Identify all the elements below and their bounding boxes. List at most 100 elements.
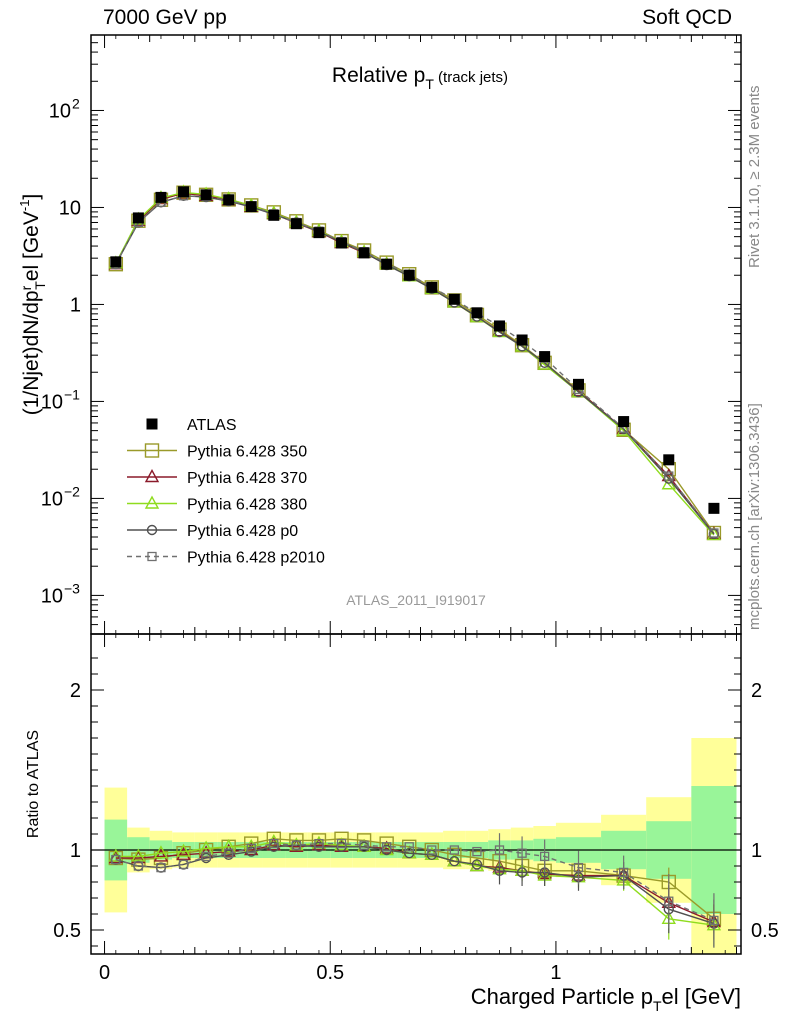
x-tick-label: 0 [99,962,110,984]
data-point [269,838,279,849]
uncertainty-bands [104,738,737,954]
y-tick-label-right: 1 [751,840,762,862]
data-point [314,838,324,849]
data-point [618,416,630,428]
data-point [382,842,392,852]
data-point [144,443,160,458]
data-point [471,859,483,870]
main-y-axis-title: (1/Njet)dN/dprTel [GeV-1] [17,194,48,416]
data-point [573,378,584,390]
data-point [472,846,482,857]
data-point [449,845,460,855]
data-point [201,851,211,862]
data-point [336,237,348,249]
x-axis-title: Charged Particle pTel [GeV] [471,984,741,1014]
data-point [427,845,437,855]
data-point [663,454,675,466]
data-point [706,526,722,541]
ratio-line [115,842,715,922]
legend: ATLAS Pythia 6.428 350 Pythia 6.428 370 Pyt… [127,417,325,567]
collision-energy-label: 7000 GeV pp [103,6,227,29]
data-point [403,269,415,281]
data-point [146,524,158,536]
data-point [290,218,302,230]
legend-item: Pythia 6.428 370 [127,469,307,487]
analysis-watermark: ATLAS_2011_I919017 [346,592,486,608]
data-point [291,840,302,850]
ratio-line [115,838,715,920]
data-point [381,258,393,270]
y-tick-exponent: −1 [64,386,80,402]
data-point [111,854,121,865]
y-tick-label: 10 [49,100,71,122]
legend-label: Pythia 6.428 p2010 [187,550,325,567]
data-point [133,861,144,871]
data-point [426,849,437,860]
data-point [221,838,236,852]
data-point [517,848,527,858]
legend-label: Pythia 6.428 350 [187,444,307,461]
data-point [245,201,257,213]
data-point [147,551,157,562]
legend-label: Pythia 6.428 p0 [187,523,298,540]
ratio-frame [90,633,742,955]
data-point [178,186,190,198]
data-point [132,212,144,224]
ratio-y-ticks: 0.5 0.5 1 1 2 2 [53,657,779,947]
y-tick-label: 1 [70,840,81,862]
data-point [144,495,160,509]
ratio-series-pythia-6-428-p2010 [111,833,719,948]
data-point [156,862,166,873]
legend-item: Pythia 6.428 380 [127,495,307,514]
data-point [664,471,674,481]
legend-item: Pythia 6.428 p0 [127,523,298,540]
y-tick-label: 10 [41,391,63,413]
data-point [618,867,629,878]
data-point [200,189,212,201]
data-point [268,209,280,221]
y-tick-exponent: 2 [72,95,80,111]
y-tick-label: 10 [41,585,63,607]
data-point [709,528,719,538]
data-point [153,845,169,859]
main-frame [90,34,742,635]
y-tick-label-right: 0.5 [751,920,779,942]
data-point [358,247,370,259]
data-point [359,840,369,850]
data-point [224,848,234,858]
data-point [223,194,235,206]
data-point [379,840,394,854]
data-point [449,856,460,867]
data-point [616,422,631,436]
legend-label: Pythia 6.428 380 [187,497,307,514]
data-point [146,418,158,430]
y-tick-exponent: −3 [64,580,80,596]
data-point [494,320,506,332]
data-point [176,843,191,857]
data-point [448,293,460,305]
data-point [539,851,550,862]
data-point [404,848,415,859]
data-point [516,334,528,346]
main-x-ticks [104,35,737,634]
data-point [573,862,584,873]
data-point [708,502,720,514]
data-point [110,256,122,268]
data-point [144,469,160,483]
chart-title: Relative pT (track jets) [332,64,508,92]
legend-item: Pythia 6.428 350 [127,443,307,461]
data-point [471,307,483,319]
data-point [709,915,719,926]
x-tick-label: 1 [550,962,561,984]
y-tick-label: 0.5 [53,920,81,942]
data-point [494,845,505,855]
data-point [539,351,551,363]
legend-item: Pythia 6.428 p2010 [127,550,325,567]
data-point [155,191,167,203]
y-tick-label: 2 [70,680,81,702]
series-atlas [110,186,720,514]
data-point [664,896,674,906]
